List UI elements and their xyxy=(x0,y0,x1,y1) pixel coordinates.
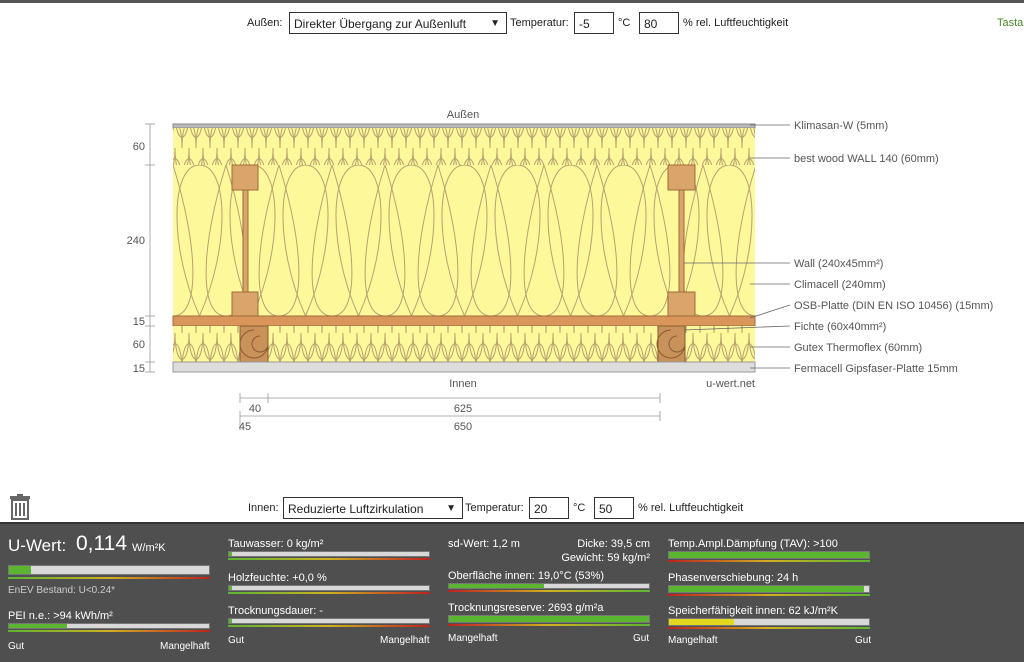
tauwasser-bar xyxy=(228,551,430,557)
watermark: u-wert.net xyxy=(706,378,755,390)
unit: °C xyxy=(573,502,586,514)
pei: PEI n.e.: >94 kWh/m² xyxy=(8,610,113,622)
top-border xyxy=(0,0,1024,3)
climacell-layer xyxy=(173,165,755,316)
outside-label: Außen: xyxy=(247,17,283,29)
layer-label: best wood WALL 140 (60mm) xyxy=(794,153,939,165)
thickness: Dicke: 39,5 cm xyxy=(577,538,650,550)
holzfeuchte: Holzfeuchte: +0,0 % xyxy=(228,572,327,584)
results-panel: U-Wert: 0,114 W/m²K EnEV Bestand: U<0.24… xyxy=(0,522,1024,662)
tab-link[interactable]: Tasta xyxy=(997,17,1024,29)
fermacell-layer xyxy=(172,361,756,373)
outside-side-label: Außen xyxy=(447,109,479,121)
drying-scale xyxy=(448,624,650,626)
trocknungsdauer: Trocknungsdauer: - xyxy=(228,605,323,617)
storage-scale xyxy=(668,627,870,629)
studs xyxy=(231,164,696,317)
scale-bad: Mangelhaft xyxy=(160,641,210,652)
tauwasser: Tauwasser: 0 kg/m² xyxy=(228,538,324,550)
layer-label: Wall (240x45mm²) xyxy=(794,258,883,270)
dimension-label: 45 xyxy=(239,421,251,433)
dimension-label: 650 xyxy=(454,421,472,433)
scale-bad: Mangelhaft xyxy=(380,635,430,646)
tav-scale xyxy=(668,560,870,562)
dimension-label: 40 xyxy=(249,403,261,415)
dimension-lines xyxy=(145,123,661,430)
drying-reserve: Trocknungsreserve: 2693 g/m²a xyxy=(448,602,604,614)
storage: Speicherfähigkeit innen: 62 kJ/m²K xyxy=(668,605,838,617)
outside-temp[interactable]: -5 xyxy=(574,12,614,34)
weight: Gewicht: 59 kg/m² xyxy=(561,552,650,564)
trocknungsdauer-bar xyxy=(228,618,430,624)
klimasan-layer xyxy=(172,123,756,129)
inside-humidity[interactable]: 50 xyxy=(594,497,634,519)
tauwasser-scale xyxy=(228,558,430,560)
inside-select[interactable]: Reduzierte Luftzirkulation xyxy=(283,497,463,520)
inside-temp[interactable]: 20 xyxy=(529,497,569,519)
holzfeuchte-scale xyxy=(228,592,430,594)
dimension-label: 60 xyxy=(133,141,145,153)
wood-fiber-layer xyxy=(173,128,755,165)
leader-lines xyxy=(683,124,791,369)
holzfeuchte-bar xyxy=(228,585,430,591)
phase-scale xyxy=(668,594,870,596)
dimension-label: 240 xyxy=(127,235,145,247)
layer-label: OSB-Platte (DIN EN ISO 10456) (15mm) xyxy=(794,300,993,312)
trocknungsdauer-scale xyxy=(228,625,430,627)
scale-good: Gut xyxy=(8,641,25,652)
surface-bar xyxy=(448,583,650,589)
inside-side-label: Innen xyxy=(449,378,477,390)
outside-select[interactable]: Direkter Übergang zur Außenluft xyxy=(289,12,507,35)
u-label: U-Wert: xyxy=(8,536,67,555)
tav: Temp.Ampl.Dämpfung (TAV): >100 xyxy=(668,538,838,550)
humidity-label: % rel. Luftfeuchtigkeit xyxy=(638,502,744,514)
battens xyxy=(239,325,686,363)
enev: EnEV Bestand: U<0.24* xyxy=(8,585,116,596)
phase-shift: Phasenverschiebung: 24 h xyxy=(668,572,799,584)
u-unit: W/m²K xyxy=(132,542,166,554)
outside-humidity[interactable]: 80 xyxy=(639,12,679,34)
scale-good: Gut xyxy=(855,635,872,646)
unit: °C xyxy=(618,17,631,29)
surface-temp: Oberfläche innen: 19,0°C (53%) xyxy=(448,570,605,582)
pei-scale xyxy=(8,630,210,632)
dimension-label: 625 xyxy=(454,403,472,415)
temp-label: Temperatur: xyxy=(510,17,569,29)
dimension-label: 15 xyxy=(133,316,145,328)
inside-label: Innen: xyxy=(248,502,279,514)
u-bar xyxy=(8,565,210,575)
dimension-label: 15 xyxy=(133,363,145,375)
layer-label: Gutex Thermoflex (60mm) xyxy=(794,342,922,354)
storage-bar xyxy=(668,618,870,626)
layer-label: Climacell (240mm) xyxy=(794,279,886,291)
surface-scale xyxy=(448,590,650,592)
layer-label: Fermacell Gipsfaser-Platte 15mm xyxy=(794,363,958,375)
drying-bar xyxy=(448,615,650,623)
dimension-label: 60 xyxy=(133,339,145,351)
phase-bar xyxy=(668,585,870,593)
layer-label: Klimasan-W (5mm) xyxy=(794,120,888,132)
humidity-label: % rel. Luftfeuchtigkeit xyxy=(683,17,789,29)
sd-value: sd-Wert: 1,2 m xyxy=(448,538,520,550)
pei-bar xyxy=(8,623,210,629)
wall-diagram: Außen Innen u-wert.net Klimasan-W (5mm) b… xyxy=(127,109,994,433)
osb-layer xyxy=(172,315,756,327)
u-value: 0,114 xyxy=(76,532,127,555)
temp-label: Temperatur: xyxy=(465,502,524,514)
scale-bad: Mangelhaft xyxy=(668,635,718,646)
delete-icon[interactable] xyxy=(9,494,31,520)
tav-bar xyxy=(668,551,870,559)
scale-good: Gut xyxy=(228,635,245,646)
scale-bad: Mangelhaft xyxy=(448,633,498,644)
layer-label: Fichte (60x40mm²) xyxy=(794,321,886,333)
u-scale xyxy=(8,577,210,579)
scale-good: Gut xyxy=(633,633,650,644)
